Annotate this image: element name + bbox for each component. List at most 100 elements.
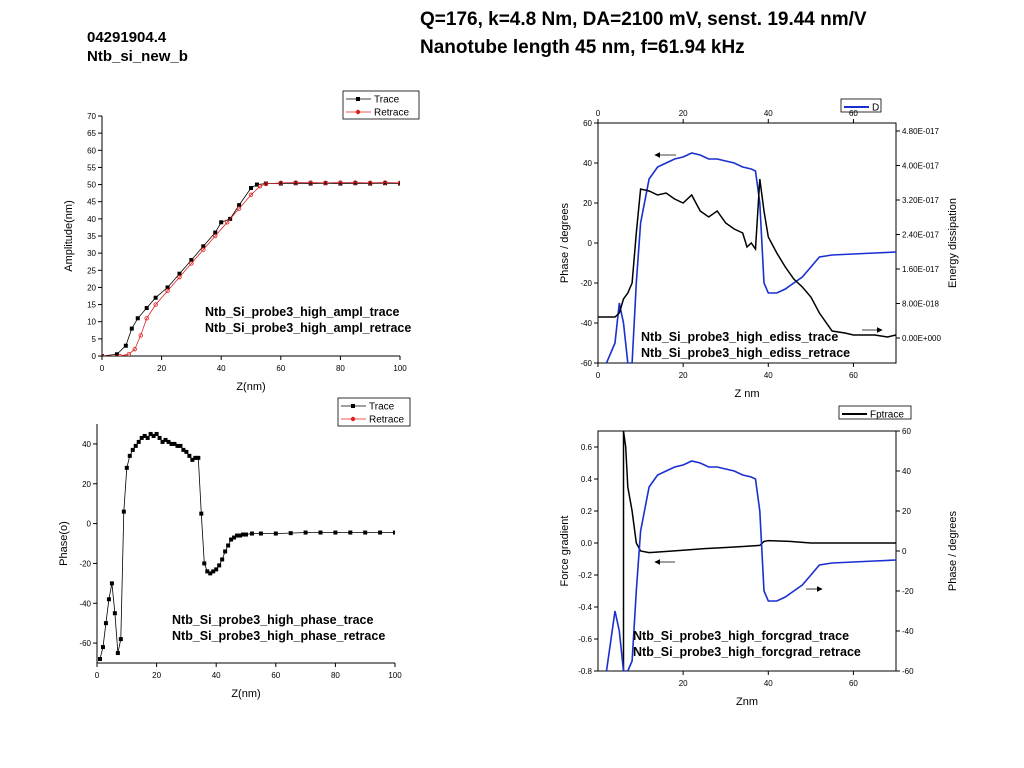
x-tick-label: 60 [849, 371, 858, 380]
plot-frame [597, 122, 897, 364]
y-axis-label: Amplitude(nm) [63, 200, 75, 272]
data-point-circle [397, 180, 400, 186]
data-point-square [148, 431, 153, 436]
data-point-square [214, 567, 219, 572]
data-point-circle [368, 180, 373, 186]
data-point-square [142, 433, 147, 438]
data-point-square [378, 530, 383, 535]
data-point-square [97, 657, 102, 662]
direction-arrow-head [654, 152, 661, 158]
data-point-square [220, 557, 225, 562]
data-point-square [118, 637, 123, 642]
y-tick-label: 60 [87, 146, 96, 155]
data-point-square [213, 230, 218, 235]
data-point-square [293, 181, 298, 186]
data-point-circle [382, 180, 388, 185]
data-point-square [153, 295, 158, 300]
data-point-circle [248, 192, 254, 198]
annotation-label: Ntb_Si_probe3_high_ampl_retrace [205, 321, 411, 335]
direction-arrow-head [654, 559, 661, 565]
chart-phase [93, 397, 411, 667]
data-point-square [205, 569, 210, 574]
data-point-square [202, 561, 207, 566]
x-tick-label: 20 [679, 679, 688, 688]
data-point-square [201, 244, 206, 249]
y-tick-label: 30 [87, 249, 96, 258]
data-point-square [238, 533, 243, 538]
data-point-circle [224, 220, 230, 225]
annotation-label: Ntb_Si_probe3_high_forcgrad_trace [633, 629, 849, 643]
x-tick-label: 0 [100, 364, 105, 373]
data-point-square [333, 530, 338, 535]
series-group [97, 431, 395, 662]
y-tick-label: -40 [580, 319, 592, 328]
y-tick-label: 45 [87, 198, 96, 207]
annotation-label: Ntb_Si_probe3_high_phase_trace [172, 613, 374, 627]
data-point-circle [189, 261, 194, 266]
data-point-circle [117, 353, 123, 356]
data-point-square [190, 457, 195, 462]
y-tick-label: -60 [79, 639, 91, 648]
data-point-circle [165, 288, 170, 294]
x-tick-label: 20 [679, 371, 688, 380]
legend-label: Fptrace [870, 410, 904, 421]
data-point-square [175, 443, 180, 448]
data-point-square [157, 435, 162, 440]
data-point-square [165, 285, 170, 290]
data-point-square [318, 530, 323, 535]
y2-tick-label: 2.40E-017 [902, 231, 939, 240]
page-title-line-2: Nanotube length 45 nm, f=61.94 kHz [420, 37, 745, 58]
data-point-square [199, 511, 204, 516]
legend-swatch-marker [350, 416, 356, 422]
y2-tick-label: 3.20E-017 [902, 196, 939, 205]
legend-label: D [872, 103, 879, 114]
y-tick-label: 50 [87, 181, 96, 190]
data-point-circle [201, 247, 206, 252]
data-point-square [223, 549, 228, 554]
data-point-circle [278, 180, 283, 186]
data-point-square [115, 651, 120, 656]
y-tick-label: 0.4 [581, 475, 593, 484]
y-tick-label: 40 [87, 215, 96, 224]
data-point-square [244, 532, 248, 537]
top-x-tick-label: 40 [764, 109, 773, 118]
x-tick-label: 40 [764, 371, 773, 380]
series-line-d [605, 152, 896, 363]
top-x-tick-label: 0 [596, 109, 601, 118]
data-point-square [112, 611, 117, 616]
y-tick-label: 20 [82, 480, 91, 489]
data-point-square [181, 447, 186, 452]
y-tick-label: 40 [583, 159, 592, 168]
data-point-square [160, 439, 165, 444]
data-point-square [308, 181, 313, 186]
y2-tick-label: 1.60E-017 [902, 265, 939, 274]
data-point-square [121, 509, 126, 514]
series-line-fptrace [622, 431, 896, 671]
series-group [102, 180, 400, 356]
data-point-square [288, 531, 293, 536]
chart-ampl [98, 90, 420, 360]
y-tick-label: 65 [87, 129, 96, 138]
data-point-circle [323, 180, 328, 186]
data-point-circle [308, 180, 313, 185]
y-tick-label: 40 [82, 440, 91, 449]
data-point-square [184, 449, 189, 454]
legend-swatch-marker [351, 404, 355, 408]
data-point-square [114, 352, 119, 356]
data-point-square [144, 306, 149, 310]
x-tick-label: 60 [276, 364, 285, 373]
data-point-circle [353, 180, 358, 185]
y-tick-label: -40 [79, 599, 91, 608]
y-tick-label: -20 [79, 559, 91, 568]
y-tick-label: -60 [580, 359, 592, 368]
y-tick-label: 70 [87, 112, 96, 121]
y2-tick-label: 20 [902, 507, 911, 516]
data-point-square [136, 439, 141, 444]
legend-label: Trace [374, 95, 400, 106]
data-point-square [123, 343, 128, 348]
data-point-square [178, 443, 183, 448]
y2-axis-label: Phase / degrees [947, 510, 959, 591]
data-point-square [135, 316, 140, 321]
y-axis-label: Phase / degrees [559, 202, 571, 283]
x-axis-label: Znm [736, 696, 758, 708]
